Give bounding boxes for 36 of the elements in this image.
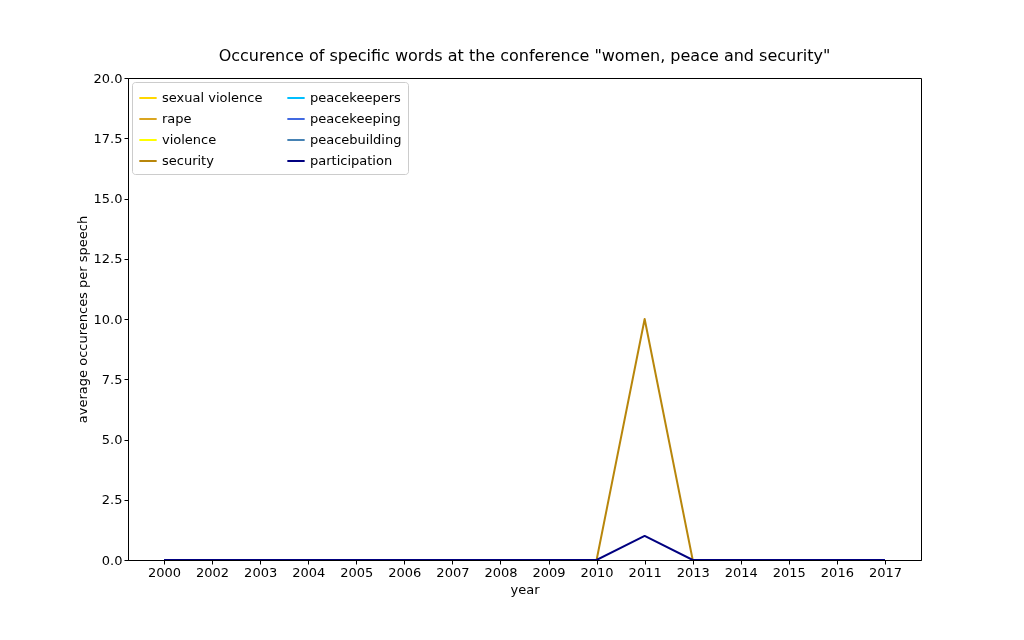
- x-tick-label: 2008: [484, 564, 518, 580]
- x-tick-label: 2016: [820, 564, 854, 580]
- y-tick-label: 12.5: [93, 251, 123, 267]
- x-tick-label: 2013: [676, 564, 710, 580]
- legend-label: peacebuilding: [310, 132, 402, 147]
- legend-label: peacekeeping: [310, 111, 401, 126]
- x-tick-label: 2003: [244, 564, 278, 580]
- y-tick-label: 0.0: [101, 552, 123, 568]
- legend-label: violence: [162, 132, 217, 147]
- x-tick-label: 2010: [580, 564, 614, 580]
- x-tick-label: 2000: [148, 564, 182, 580]
- legend-label: participation: [310, 153, 393, 168]
- x-tick-label: 2009: [532, 564, 566, 580]
- chart-title: Occurence of specific words at the conference "women, peace and security": [218, 46, 831, 65]
- legend-label: sexual violence: [162, 90, 263, 105]
- x-axis-title: year: [510, 581, 541, 597]
- legend-label: security: [162, 153, 215, 168]
- y-tick-label: 2.5: [101, 492, 123, 508]
- x-tick-label: 2015: [772, 564, 806, 580]
- y-tick-label: 17.5: [93, 130, 123, 146]
- x-tick-label: 2011: [628, 564, 662, 580]
- x-tick-label: 2006: [388, 564, 422, 580]
- x-tick-label: 2007: [436, 564, 470, 580]
- x-tick-label: 2005: [340, 564, 374, 580]
- y-tick-label: 15.0: [93, 191, 123, 206]
- legend-label: peacekeepers: [310, 90, 402, 105]
- y-tick-label: 10.0: [93, 311, 123, 327]
- y-tick-label: 20.0: [93, 70, 123, 86]
- y-axis-title: average occurences per speech: [74, 215, 90, 424]
- legend-label: rape: [162, 111, 192, 126]
- x-tick-label: 2017: [868, 564, 902, 580]
- y-tick-label: 7.5: [101, 371, 123, 387]
- x-tick-label: 2014: [724, 564, 758, 580]
- x-tick-label: 2002: [196, 564, 230, 580]
- y-tick-label: 5.0: [101, 432, 123, 447]
- x-tick-label: 2004: [292, 564, 326, 580]
